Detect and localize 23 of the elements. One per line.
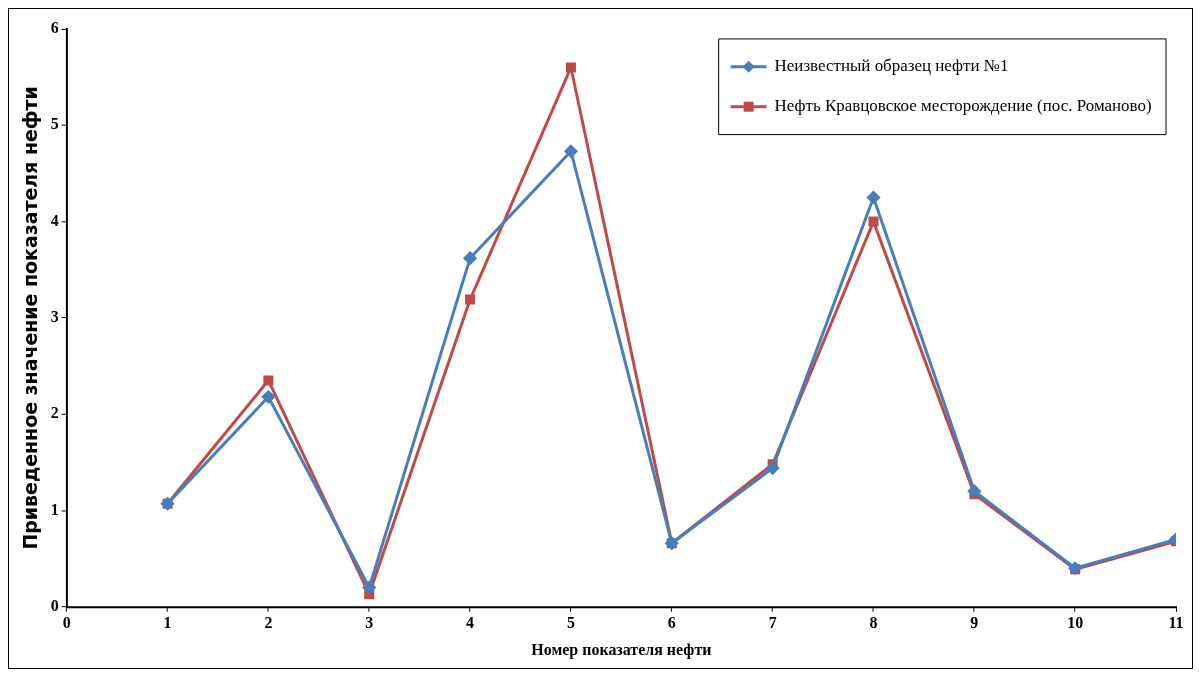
x-tick-label: 11: [1168, 614, 1184, 632]
y-tick-label: 2: [50, 404, 59, 422]
y-tick-label: 6: [50, 19, 59, 37]
y-tick-label: 0: [50, 596, 59, 614]
x-tick-label: 5: [566, 614, 575, 632]
y-tick-label: 4: [50, 211, 59, 229]
x-tick-label: 3: [365, 614, 374, 632]
legend-label: Неизвестный образец нефти №1: [774, 56, 1009, 76]
x-tick-label: 2: [264, 614, 273, 632]
x-tick-label: 0: [62, 614, 71, 632]
x-tick-label: 4: [466, 614, 475, 632]
y-tick-label: 1: [50, 500, 59, 518]
x-tick-label: 6: [667, 614, 676, 632]
y-tick-label: 3: [50, 308, 59, 325]
x-tick-label: 9: [970, 614, 979, 632]
x-tick-label: 7: [768, 614, 777, 632]
y-axis-title: Приведенное значение показателя нефти: [19, 86, 42, 550]
x-tick-label: 10: [1067, 614, 1084, 632]
legend-label: Нефть Кравцовское месторождение (пос. Романово): [774, 96, 1152, 116]
y-tick-label: 5: [50, 115, 59, 133]
x-tick-label: 8: [869, 614, 878, 632]
x-axis-title: Номер показателя нефти: [531, 640, 712, 659]
x-tick-label: 1: [163, 614, 172, 632]
